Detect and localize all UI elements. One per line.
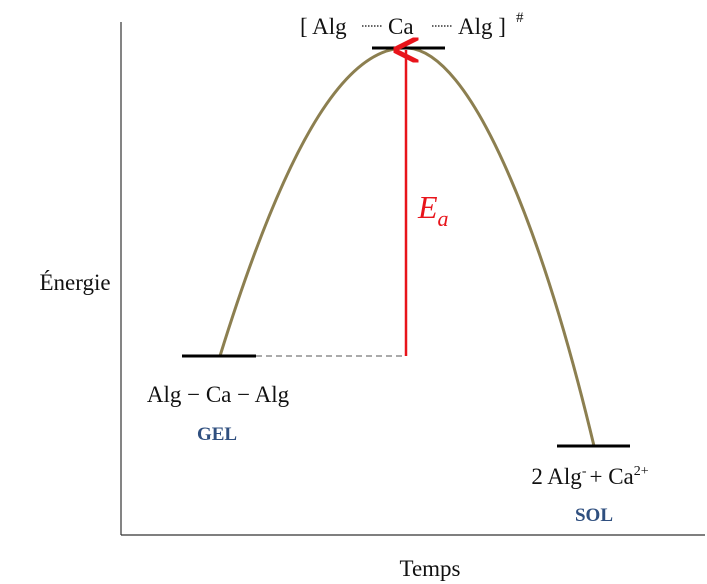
ts-part: Ca bbox=[388, 14, 414, 39]
product-sup: - bbox=[582, 464, 587, 479]
reactant-state: GEL bbox=[197, 424, 237, 445]
product-label: 2 Alg- + Ca2+ bbox=[531, 464, 648, 489]
product-part: 2 Alg bbox=[531, 464, 582, 489]
activation-symbol: E bbox=[417, 189, 438, 225]
ts-part: Alg ] bbox=[458, 14, 506, 39]
product-sup: 2+ bbox=[634, 464, 649, 479]
y-axis-label: Énergie bbox=[39, 270, 110, 295]
x-axis-label: Temps bbox=[400, 556, 461, 581]
activation-subscript: a bbox=[438, 206, 449, 231]
ts-superscript: # bbox=[516, 10, 524, 26]
activation-label: Ea bbox=[417, 189, 449, 231]
ts-part: [ Alg bbox=[300, 14, 347, 39]
product-state: SOL bbox=[575, 505, 613, 526]
product-part: + Ca bbox=[589, 464, 633, 489]
reactant-label: Alg − Ca − Alg bbox=[147, 382, 290, 407]
